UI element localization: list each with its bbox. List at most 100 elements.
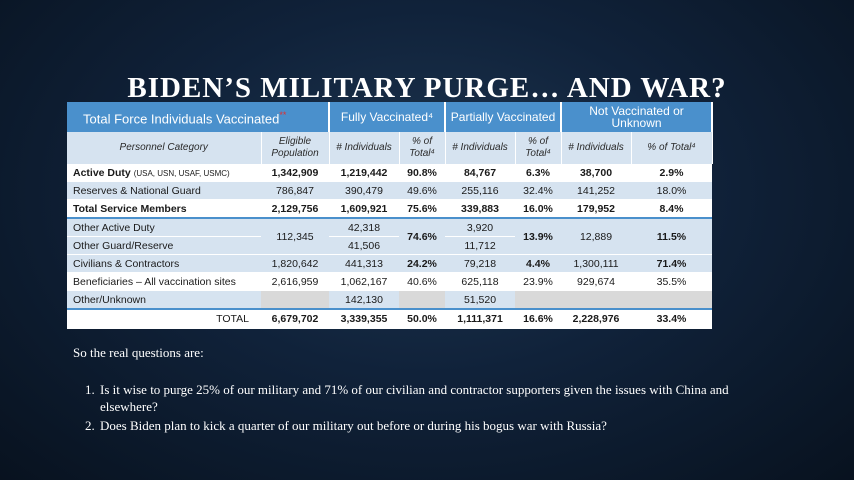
cell-p-num: 51,520 xyxy=(445,290,516,310)
table-row-other-guard: Other Guard/Reserve 41,506 11,712 xyxy=(67,236,712,255)
cell-eligible: 2,129,756 xyxy=(261,199,330,219)
cell-eligible: 112,345 xyxy=(261,218,330,255)
cell-p-pct: 6.3% xyxy=(515,164,562,182)
row-label: TOTAL xyxy=(67,308,261,329)
sub-fully-pct: % of Total⁴ xyxy=(399,132,446,164)
questions-list: Is it wise to purge 25% of our military … xyxy=(73,381,773,434)
cell-f-num: 42,318 xyxy=(329,218,400,237)
cell-f-pct: 49.6% xyxy=(399,181,446,200)
questions-block: So the real questions are: Is it wise to… xyxy=(73,345,773,436)
question-item: Does Biden plan to kick a quarter of our… xyxy=(98,417,773,434)
cell-f-pct: 50.0% xyxy=(399,308,446,329)
cell-f-pct: 40.6% xyxy=(399,272,446,291)
row-label: Other Guard/Reserve xyxy=(67,236,261,255)
cell-p-pct xyxy=(515,290,562,310)
table-row-other-active: Other Active Duty 112,345 42,318 74.6% 3… xyxy=(67,218,713,255)
cell-f-pct: 24.2% xyxy=(399,254,446,273)
row-label-text: Active Duty xyxy=(73,166,131,179)
table-subheader-row: Personnel Category Eligible Population #… xyxy=(67,132,713,164)
table-row-active-duty: Active Duty (USA, USN, USAF, USMC) 1,342… xyxy=(67,164,713,182)
cell-eligible: 6,679,702 xyxy=(261,308,330,329)
slide-title: BIDEN’S MILITARY PURGE… AND WAR? xyxy=(127,72,727,104)
header-total-label: Total Force Individuals Vaccinated xyxy=(83,111,280,127)
sub-category: Personnel Category xyxy=(67,132,262,164)
question-item: Is it wise to purge 25% of our military … xyxy=(98,381,773,415)
sub-fully-num: # Individuals xyxy=(329,132,400,164)
cell-p-num: 84,767 xyxy=(445,164,516,182)
header-partially: Partially Vaccinated xyxy=(445,102,563,132)
cell-n-pct: 8.4% xyxy=(631,199,713,219)
cell-f-num: 441,313 xyxy=(329,254,400,273)
cell-p-num: 3,920 xyxy=(445,218,516,237)
sub-not-pct: % of Total⁴ xyxy=(631,132,713,164)
row-label: Beneficiaries – All vaccination sites xyxy=(67,272,261,291)
row-label: Active Duty (USA, USN, USAF, USMC) xyxy=(67,164,261,182)
header-total-force: Total Force Individuals Vaccinated** xyxy=(67,102,331,132)
cell-p-num: 79,218 xyxy=(445,254,516,273)
table-row-beneficiaries: Beneficiaries – All vaccination sites 2,… xyxy=(67,272,713,291)
cell-p-num: 339,883 xyxy=(445,199,516,219)
cell-n-num xyxy=(561,290,632,310)
questions-intro: So the real questions are: xyxy=(73,345,204,360)
cell-n-pct: 11.5% xyxy=(631,218,713,255)
cell-n-pct: 35.5% xyxy=(631,272,713,291)
sub-partial-num: # Individuals xyxy=(445,132,516,164)
cell-n-num: 179,952 xyxy=(561,199,632,219)
row-label: Reserves & National Guard xyxy=(67,181,261,200)
table-header-row: Total Force Individuals Vaccinated** Ful… xyxy=(67,102,714,132)
cell-f-pct: 75.6% xyxy=(399,199,446,219)
cell-p-pct: 4.4% xyxy=(515,254,562,273)
table-row-civilians: Civilians & Contractors 1,820,642 441,31… xyxy=(67,254,713,273)
cell-n-num: 141,252 xyxy=(561,181,632,200)
table-row-other-unknown: Other/Unknown 142,130 51,520 xyxy=(67,290,713,310)
row-label: Total Service Members xyxy=(67,199,261,219)
cell-n-num: 12,889 xyxy=(561,218,632,255)
row-label: Other Active Duty xyxy=(67,218,261,237)
cell-p-pct: 16.6% xyxy=(515,308,562,329)
cell-n-num: 38,700 xyxy=(561,164,632,182)
cell-p-num: 255,116 xyxy=(445,181,516,200)
cell-n-pct: 71.4% xyxy=(631,254,713,273)
cell-f-pct: 90.8% xyxy=(399,164,446,182)
table-row-reserves: Reserves & National Guard 786,847 390,47… xyxy=(67,181,713,200)
cell-n-pct: 2.9% xyxy=(631,164,713,182)
cell-n-pct: 18.0% xyxy=(631,181,713,200)
cell-f-num: 390,479 xyxy=(329,181,400,200)
header-fully: Fully Vaccinated⁴ xyxy=(329,102,447,132)
row-label-small: (USA, USN, USAF, USMC) xyxy=(133,168,230,178)
cell-p-num: 11,712 xyxy=(445,236,516,255)
cell-p-num: 625,118 xyxy=(445,272,516,291)
cell-eligible: 1,820,642 xyxy=(261,254,330,273)
row-label: Other/Unknown xyxy=(67,290,261,310)
cell-n-pct xyxy=(631,290,713,310)
cell-f-num: 1,219,442 xyxy=(329,164,400,182)
cell-p-pct: 23.9% xyxy=(515,272,562,291)
row-label: Civilians & Contractors xyxy=(67,254,261,273)
cell-eligible xyxy=(261,290,330,310)
table-row-total-service: Total Service Members 2,129,756 1,609,92… xyxy=(67,199,713,219)
sub-not-num: # Individuals xyxy=(561,132,632,164)
cell-p-pct: 32.4% xyxy=(515,181,562,200)
cell-f-num: 41,506 xyxy=(329,236,400,255)
cell-f-num: 1,062,167 xyxy=(329,272,400,291)
sub-eligible: Eligible Population xyxy=(261,132,330,164)
cell-f-pct xyxy=(399,290,446,310)
cell-f-pct: 74.6% xyxy=(399,218,446,255)
cell-eligible: 786,847 xyxy=(261,181,330,200)
cell-n-num: 2,228,976 xyxy=(561,308,632,329)
vaccination-table: Total Force Individuals Vaccinated** Ful… xyxy=(67,102,714,329)
header-not: Not Vaccinated or Unknown xyxy=(561,102,714,132)
cell-eligible: 1,342,909 xyxy=(261,164,330,182)
cell-f-num: 1,609,921 xyxy=(329,199,400,219)
cell-p-pct: 16.0% xyxy=(515,199,562,219)
cell-f-num: 142,130 xyxy=(329,290,400,310)
sub-partial-pct: % of Total⁴ xyxy=(515,132,562,164)
header-marker: ** xyxy=(279,109,287,120)
cell-p-pct: 13.9% xyxy=(515,218,562,255)
table-row-total: TOTAL 6,679,702 3,339,355 50.0% 1,111,37… xyxy=(67,308,713,329)
cell-eligible: 2,616,959 xyxy=(261,272,330,291)
cell-n-pct: 33.4% xyxy=(631,308,713,329)
cell-p-num: 1,111,371 xyxy=(445,308,516,329)
cell-n-num: 1,300,111 xyxy=(561,254,632,273)
cell-f-num: 3,339,355 xyxy=(329,308,400,329)
